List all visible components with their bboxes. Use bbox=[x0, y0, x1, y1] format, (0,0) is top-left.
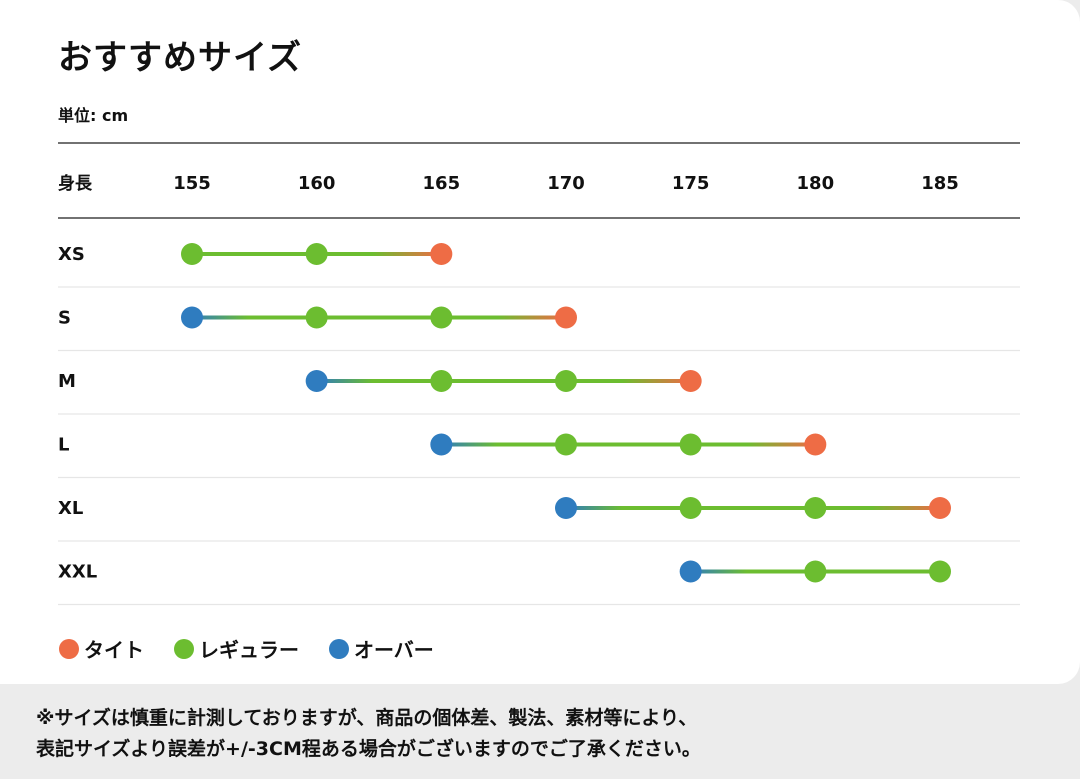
point-s-170-tight bbox=[555, 306, 577, 329]
segment-xs-160-165 bbox=[316, 252, 442, 256]
tick-label-175: 175 bbox=[672, 173, 710, 194]
size-label-xl: XL bbox=[58, 498, 83, 519]
point-xxl-175-over bbox=[679, 560, 702, 583]
point-l-170-regular bbox=[555, 433, 577, 456]
segment-s-155-160 bbox=[192, 315, 317, 320]
segment-m-160-165 bbox=[316, 379, 442, 383]
point-m-170-regular bbox=[555, 370, 577, 392]
size-label-s: S bbox=[58, 308, 71, 329]
legend-label-over: オーバー bbox=[354, 638, 434, 662]
point-s-160-regular bbox=[305, 306, 328, 329]
point-m-165-regular bbox=[430, 370, 453, 392]
point-xl-180-regular bbox=[804, 497, 827, 519]
size-label-xxl: XXL bbox=[58, 562, 97, 583]
footnote: ※サイズは慎重に計測しておりますが、商品の個体差、製法、素材等により、 表記サイ… bbox=[36, 703, 701, 765]
segment-xxl-180-185 bbox=[815, 569, 940, 574]
segment-xxl-175-180 bbox=[690, 569, 816, 574]
tick-label-155: 155 bbox=[173, 173, 211, 194]
tick-label-170: 170 bbox=[547, 173, 585, 194]
segment-m-165-170 bbox=[441, 379, 566, 383]
size-label-xs: XS bbox=[58, 244, 85, 265]
unit-label: 単位: cm bbox=[58, 106, 129, 125]
footnote-line-2: 表記サイズより誤差が+/-3CM程ある場合がございますのでご了承ください。 bbox=[36, 738, 701, 760]
legend-label-regular: レギュラー bbox=[199, 638, 299, 662]
legend-dot-over bbox=[329, 639, 349, 659]
segment-l-170-175 bbox=[566, 442, 691, 447]
segment-xl-180-185 bbox=[815, 506, 940, 510]
tick-label-185: 185 bbox=[921, 173, 959, 194]
point-xxl-180-regular bbox=[804, 560, 827, 583]
point-l-165-over bbox=[430, 433, 453, 456]
tick-label-180: 180 bbox=[797, 173, 835, 194]
point-xs-160-regular bbox=[305, 243, 328, 265]
legend-dot-tight bbox=[59, 639, 79, 659]
segment-xl-170-175 bbox=[566, 506, 691, 510]
legend-dot-regular bbox=[174, 639, 194, 659]
point-xl-185-tight bbox=[929, 497, 951, 519]
segment-m-170-175 bbox=[566, 379, 691, 383]
point-xxl-185-regular bbox=[929, 560, 951, 583]
size-label-m: M bbox=[58, 371, 76, 392]
tick-label-165: 165 bbox=[423, 173, 461, 194]
size-chart: 身長 155 160 165 170 175 180 185 XS S M L XL XXL タイト レギュラ… bbox=[58, 142, 1020, 662]
tick-label-160: 160 bbox=[298, 173, 336, 194]
axis-label-height: 身長 bbox=[58, 173, 93, 194]
point-xl-175-regular bbox=[679, 497, 702, 519]
point-l-180-tight bbox=[804, 433, 827, 456]
segment-s-165-170 bbox=[441, 315, 566, 320]
point-xs-155-regular bbox=[181, 243, 203, 265]
chart-title: おすすめサイズ bbox=[58, 38, 302, 78]
point-l-175-regular bbox=[679, 433, 702, 456]
point-s-155-over bbox=[181, 306, 203, 329]
point-xs-165-tight bbox=[430, 243, 453, 265]
point-xl-170-over bbox=[555, 497, 577, 519]
footnote-line-1: ※サイズは慎重に計測しておりますが、商品の個体差、製法、素材等により、 bbox=[36, 707, 698, 729]
segment-l-175-180 bbox=[690, 442, 816, 447]
point-m-175-tight bbox=[679, 370, 702, 392]
point-m-160-over bbox=[305, 370, 328, 392]
segment-xl-175-180 bbox=[690, 506, 816, 510]
size-chart-card: おすすめサイズ 単位: cm bbox=[0, 0, 1080, 684]
legend-label-tight: タイト bbox=[84, 638, 144, 662]
segment-l-165-170 bbox=[441, 442, 566, 447]
segment-s-160-165 bbox=[316, 315, 442, 320]
point-s-165-regular bbox=[430, 306, 453, 329]
segment-xs-155-160 bbox=[192, 252, 317, 256]
size-label-l: L bbox=[58, 435, 69, 456]
